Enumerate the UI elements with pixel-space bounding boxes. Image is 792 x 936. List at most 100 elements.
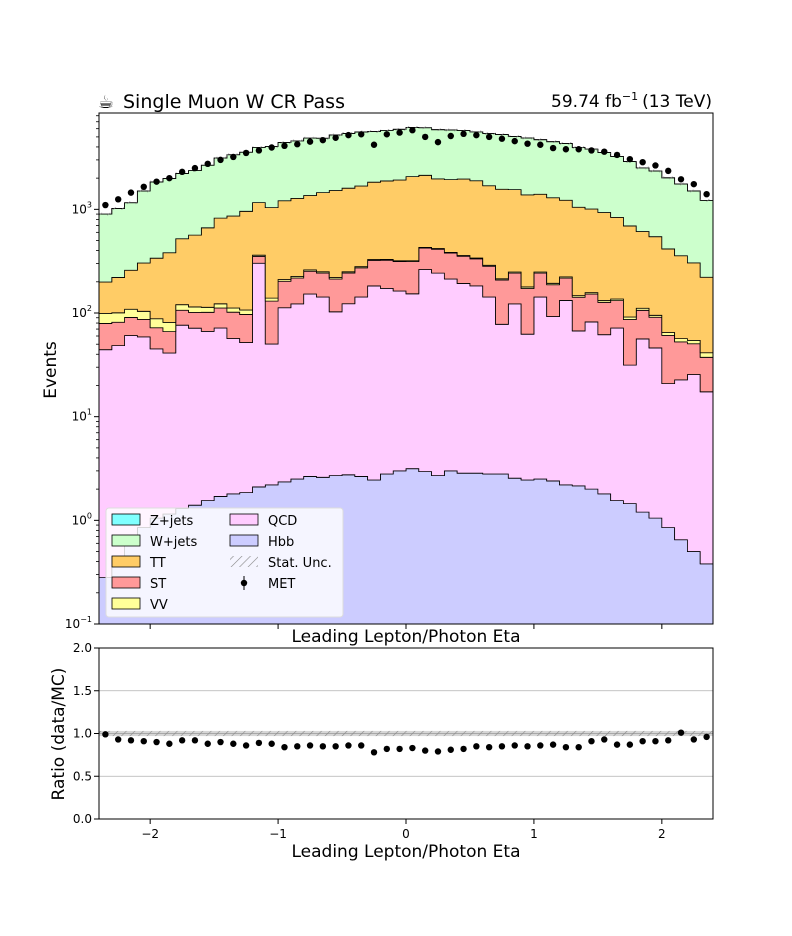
stat-unc-bin: [99, 212, 112, 216]
ratio-point: [524, 743, 531, 750]
ratio-point: [332, 743, 339, 750]
stat-unc-bin: [700, 199, 713, 202]
ratio-x-axis-label: Leading Lepton/Photon Eta: [291, 842, 520, 862]
data-point: [665, 167, 672, 175]
ratio-x-tick-label: 1: [530, 827, 538, 841]
data-point: [677, 176, 685, 183]
data-point: [127, 189, 135, 196]
ratio-point: [217, 738, 224, 746]
stat-unc-bin: [418, 126, 432, 130]
legend-marker-met: [240, 579, 248, 587]
data-point: [358, 131, 365, 138]
data-point: [511, 137, 518, 145]
data-point: [626, 155, 634, 163]
data-point: [332, 134, 339, 141]
legend-label-tt: TT: [149, 556, 166, 571]
stat-unc-bin: [380, 129, 394, 132]
legend-swatch-st: [111, 576, 141, 589]
stat-unc-bin: [444, 128, 458, 132]
data-point: [434, 138, 442, 146]
main-y-tick-label: 102: [72, 304, 92, 320]
ratio-point: [358, 742, 365, 749]
stat-unc-bin: [367, 130, 381, 133]
stat-unc-bin: [533, 138, 547, 142]
data-point: [460, 130, 467, 138]
ratio-point: [230, 740, 237, 747]
ratio-point: [639, 737, 646, 745]
data-point: [613, 151, 621, 159]
legend-swatch-z-jets: [111, 513, 141, 526]
data-point: [166, 174, 173, 182]
data-point: [242, 149, 250, 157]
data-point: [140, 183, 147, 191]
legend: Z+jets W+jets TT ST VV QCD Hbb Stat. Unc. MET: [105, 507, 344, 618]
ratio-point: [575, 743, 582, 751]
ratio-point: [652, 737, 659, 745]
main-y-tick-label: 101: [72, 408, 92, 424]
data-point: [575, 146, 582, 153]
ratio-point: [370, 749, 378, 756]
legend-swatch-hbb: [229, 534, 259, 547]
ratio-point: [447, 746, 454, 753]
stat-unc-bin: [393, 127, 406, 131]
ratio-point: [613, 741, 621, 748]
data-point: [562, 146, 570, 153]
main-panel: 10−1 100 101 102 103 Events Leading Lepton/P…: [41, 112, 714, 647]
ratio-x-tick-label: −1: [269, 827, 287, 841]
data-point: [217, 156, 224, 164]
ratio-x-tick-label: −2: [141, 827, 159, 841]
ratio-point: [549, 741, 557, 748]
ratio-point: [601, 736, 608, 743]
stat-unc-bin: [469, 130, 483, 134]
main-x-axis-label: Leading Lepton/Photon Eta: [291, 627, 520, 647]
data-points: [102, 127, 710, 209]
data-point: [319, 136, 327, 144]
stat-unc-bin: [546, 140, 560, 144]
data-point: [524, 140, 531, 147]
legend-label-z-jets: Z+jets: [150, 514, 194, 529]
data-point: [601, 148, 608, 155]
ratio-point: [345, 742, 352, 749]
data-point: [588, 147, 595, 154]
ratio-point: [281, 743, 288, 751]
data-point: [230, 153, 237, 161]
stat-unc-bin: [636, 166, 650, 170]
ratio-point: [421, 747, 429, 754]
ratio-point: [473, 743, 480, 750]
ratio-y-tick-label: 0.5: [73, 769, 92, 783]
ratio-point: [127, 737, 135, 744]
main-y-tick-label: 10−1: [65, 615, 92, 631]
data-point: [639, 158, 646, 166]
legend-label-stat-unc: Stat. Unc.: [268, 556, 332, 571]
plot-header: ☕ Single Muon W CR Pass 59.74 fb−1 (13 Te…: [98, 90, 712, 113]
lumi-energy: (13 TeV): [642, 92, 712, 112]
ratio-point: [485, 743, 493, 751]
ratio-y-axis-ticks: 0.0 0.5 1.0 1.5 2.0: [73, 641, 99, 826]
data-point: [281, 142, 288, 150]
legend-label-hbb: Hbb: [268, 535, 294, 550]
ratio-point: [255, 739, 263, 747]
ratio-y-tick-label: 0.0: [73, 812, 92, 826]
ratio-point: [537, 742, 544, 749]
data-point: [549, 144, 557, 152]
ratio-unc-hatch: [99, 730, 713, 737]
ratio-point: [409, 744, 416, 752]
data-point: [306, 138, 314, 145]
stat-unc-bin: [649, 169, 662, 173]
stat-unc-bin: [559, 142, 573, 145]
ratio-y-tick-label: 2.0: [73, 641, 92, 655]
luminosity-label: 59.74 fb−1 (13 TeV): [551, 90, 712, 112]
stat-unc-bin: [111, 207, 125, 210]
data-point: [153, 178, 160, 185]
data-point: [114, 196, 122, 203]
stat-unc-bin: [508, 135, 522, 138]
ratio-point: [383, 745, 391, 753]
stat-unc-bin: [137, 189, 151, 193]
main-x-axis-ticks: [149, 624, 663, 629]
ratio-points: [102, 729, 710, 756]
data-point: [268, 144, 275, 151]
data-point: [690, 180, 698, 188]
data-point: [396, 129, 403, 136]
ratio-y-axis-label: Ratio (data/MC): [49, 668, 69, 801]
ratio-y-tick-label: 1.0: [73, 727, 92, 741]
